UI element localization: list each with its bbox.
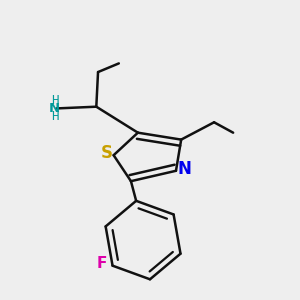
Text: F: F	[97, 256, 107, 272]
Text: N: N	[49, 102, 60, 115]
Text: N: N	[178, 160, 192, 178]
Text: H: H	[51, 94, 59, 107]
Text: H: H	[51, 110, 59, 123]
Text: S: S	[101, 145, 113, 163]
